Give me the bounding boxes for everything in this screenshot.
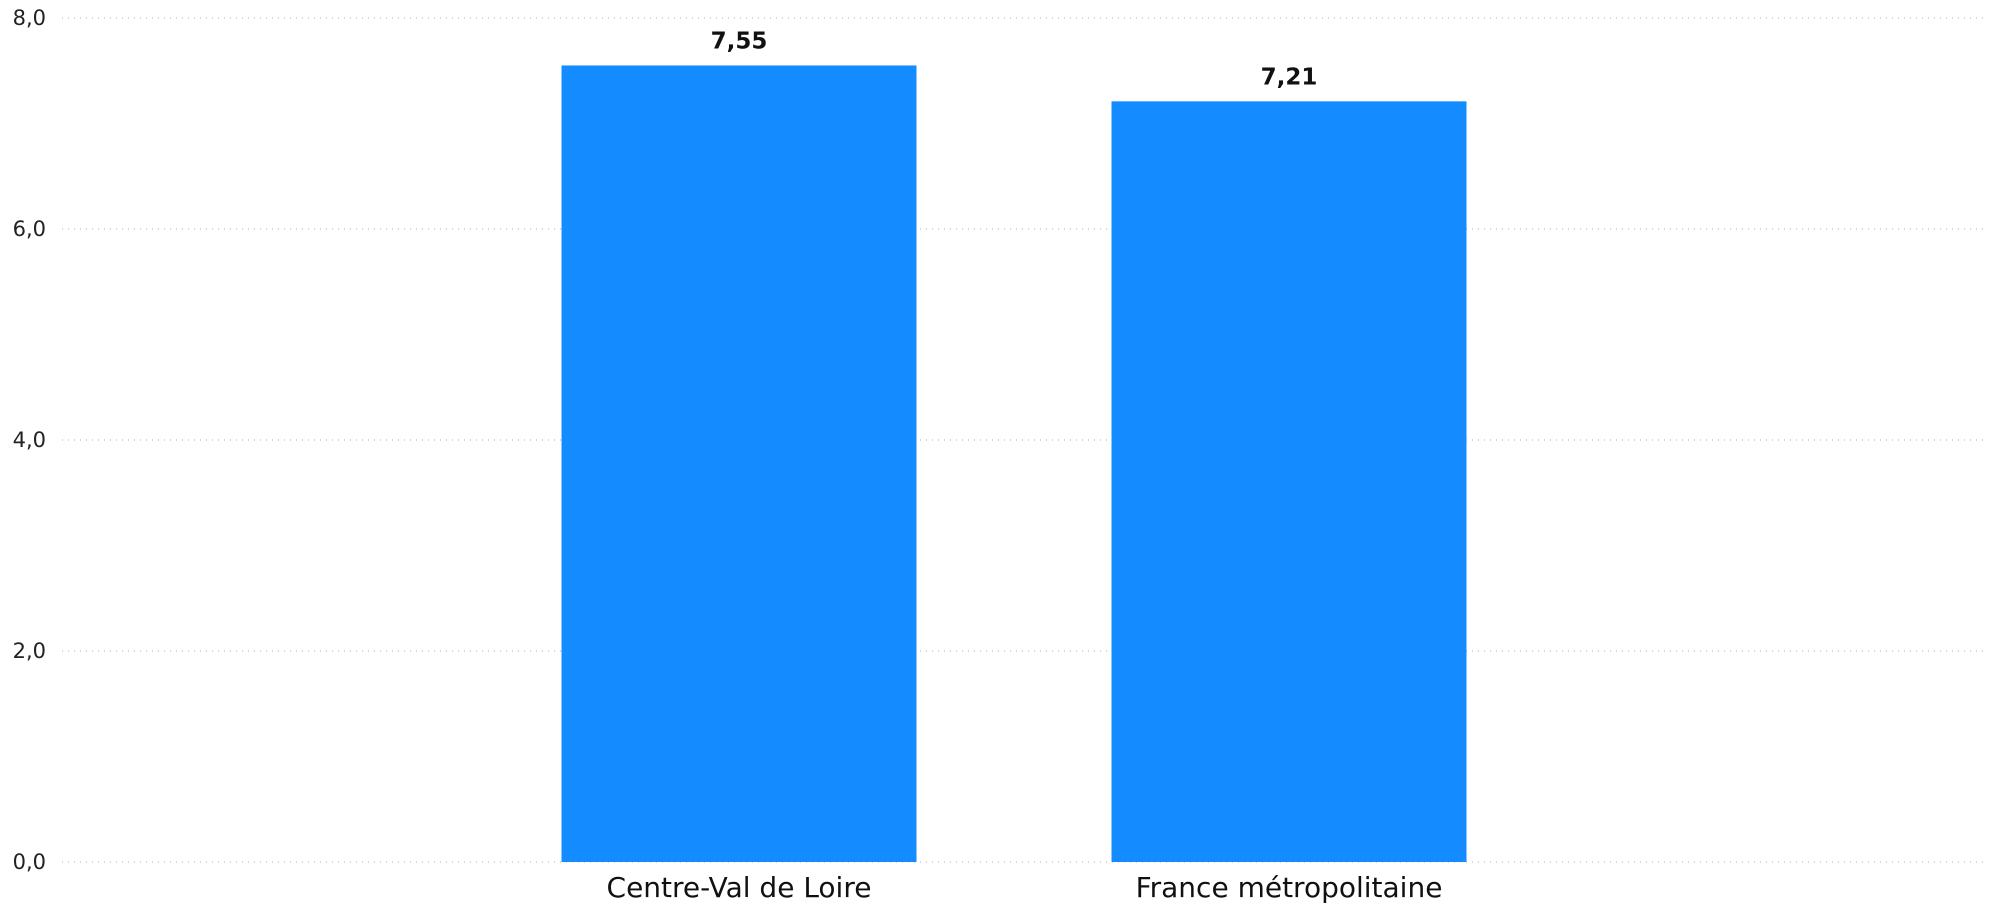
bars [561, 65, 1467, 863]
category-label: France métropolitaine [1136, 871, 1443, 904]
data-label: 7,21 [1261, 64, 1318, 90]
y-tick-label: 2,0 [13, 639, 46, 663]
data-labels: 7,55 7,21 [711, 28, 1318, 90]
y-tick-label: 6,0 [13, 217, 46, 241]
gridlines [62, 17, 1988, 863]
y-tick-label: 8,0 [13, 6, 46, 30]
y-tick-label: 0,0 [13, 850, 46, 874]
y-axis-ticks: 0,0 2,0 4,0 6,0 8,0 [13, 6, 46, 874]
bar [1111, 101, 1467, 863]
y-tick-label: 4,0 [13, 428, 46, 452]
category-label: Centre-Val de Loire [607, 871, 872, 904]
data-label: 7,55 [711, 28, 768, 54]
x-axis-categories: Centre-Val de Loire France métropolitaine [607, 871, 1443, 904]
bar [561, 65, 917, 863]
